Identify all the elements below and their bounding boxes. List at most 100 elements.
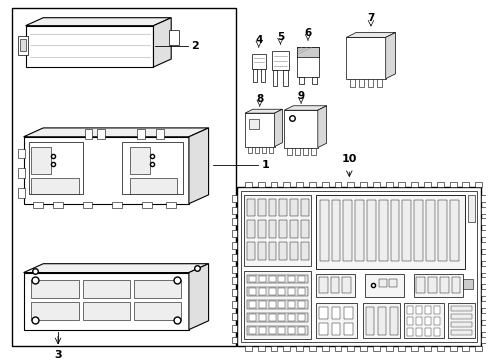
Bar xyxy=(450,182,457,187)
Bar xyxy=(156,129,164,139)
Bar xyxy=(373,346,380,351)
Bar xyxy=(424,182,431,187)
Bar xyxy=(297,47,319,77)
Text: 5: 5 xyxy=(277,32,284,42)
Bar xyxy=(438,200,447,261)
Bar xyxy=(232,207,237,213)
Bar xyxy=(332,323,341,334)
Bar xyxy=(259,327,266,334)
Bar xyxy=(258,242,266,260)
Bar xyxy=(269,301,275,308)
Bar xyxy=(249,327,256,334)
Polygon shape xyxy=(24,264,209,273)
Bar xyxy=(296,346,303,351)
Bar xyxy=(481,278,486,284)
Polygon shape xyxy=(274,109,282,147)
Bar xyxy=(398,346,405,351)
Bar xyxy=(18,168,24,178)
Bar xyxy=(134,302,181,320)
Bar xyxy=(416,306,422,314)
Bar xyxy=(451,306,472,311)
Bar xyxy=(437,182,444,187)
Bar xyxy=(309,182,316,187)
Bar xyxy=(475,182,482,187)
Bar xyxy=(343,200,352,261)
Bar xyxy=(481,289,486,296)
Bar xyxy=(481,254,486,261)
Bar xyxy=(481,207,486,213)
Bar xyxy=(269,147,272,153)
Bar xyxy=(288,301,295,308)
Polygon shape xyxy=(284,106,327,110)
Bar xyxy=(288,314,295,321)
Text: 1: 1 xyxy=(262,160,270,170)
Bar xyxy=(259,301,266,308)
Bar xyxy=(232,266,237,273)
Bar xyxy=(366,307,374,334)
Bar xyxy=(232,337,237,343)
Bar xyxy=(290,199,298,216)
Bar xyxy=(355,200,364,261)
Bar xyxy=(232,301,237,308)
Bar xyxy=(424,346,431,351)
Bar xyxy=(332,200,341,261)
Bar xyxy=(12,8,236,346)
Bar xyxy=(481,230,486,237)
Bar xyxy=(416,328,422,336)
Bar xyxy=(407,328,413,336)
Bar xyxy=(319,307,328,319)
Polygon shape xyxy=(25,26,153,67)
Bar xyxy=(269,220,276,238)
Bar xyxy=(468,195,475,222)
Bar xyxy=(278,314,285,321)
Bar xyxy=(137,129,145,139)
Bar xyxy=(391,200,399,261)
Bar xyxy=(262,147,266,153)
Bar xyxy=(434,306,440,314)
Bar xyxy=(18,149,24,158)
Bar xyxy=(320,200,329,261)
Bar xyxy=(407,306,413,314)
Bar xyxy=(425,306,431,314)
Bar xyxy=(249,301,256,308)
Bar xyxy=(411,346,418,351)
Bar xyxy=(142,202,151,208)
Bar xyxy=(481,195,486,202)
Bar xyxy=(166,202,176,208)
Bar xyxy=(309,346,316,351)
Bar xyxy=(303,148,308,156)
Text: 3: 3 xyxy=(54,350,62,360)
Bar xyxy=(311,148,316,156)
Polygon shape xyxy=(318,106,327,148)
Bar xyxy=(335,182,342,187)
Bar xyxy=(426,200,435,261)
Text: 4: 4 xyxy=(255,35,263,45)
Bar xyxy=(290,242,298,260)
Bar xyxy=(416,317,422,325)
Bar xyxy=(269,327,275,334)
Bar xyxy=(245,182,252,187)
Bar xyxy=(475,346,482,351)
Polygon shape xyxy=(346,32,395,37)
Bar xyxy=(269,199,276,216)
Bar xyxy=(322,346,329,351)
Bar xyxy=(258,199,266,216)
Bar xyxy=(83,280,130,298)
Bar xyxy=(425,328,431,336)
Bar xyxy=(386,182,392,187)
Bar xyxy=(269,275,275,282)
Bar xyxy=(365,274,404,297)
Bar xyxy=(407,317,413,325)
Bar xyxy=(316,274,355,297)
Bar xyxy=(245,346,252,351)
Bar xyxy=(249,288,256,295)
Bar xyxy=(360,346,367,351)
Bar xyxy=(258,182,265,187)
Bar xyxy=(247,242,255,260)
Bar xyxy=(463,182,469,187)
Bar xyxy=(481,325,486,332)
Bar xyxy=(237,187,481,346)
Bar xyxy=(440,278,449,293)
Bar xyxy=(283,182,290,187)
Bar xyxy=(428,278,437,293)
